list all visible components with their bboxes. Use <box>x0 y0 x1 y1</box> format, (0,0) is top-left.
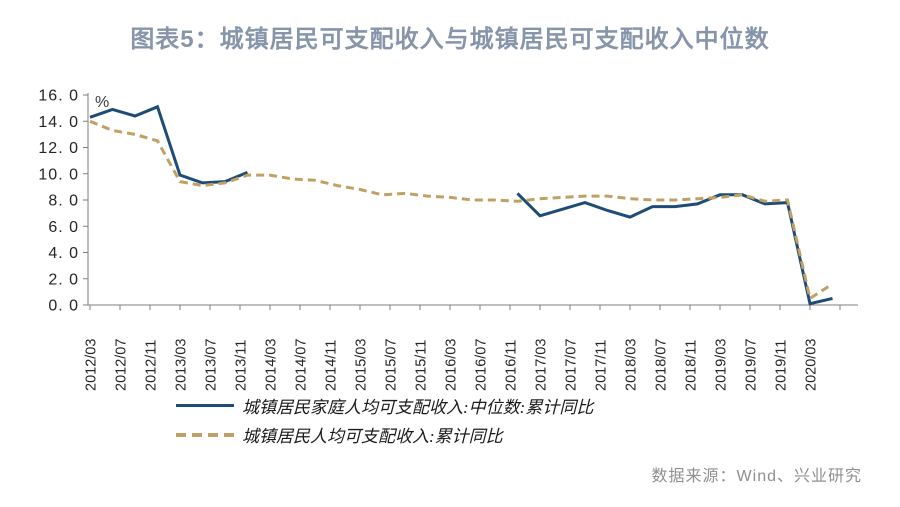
x-tick-label: 2014/07 <box>294 339 310 391</box>
y-tick-label: 10. 0 <box>38 166 79 183</box>
x-tick-label: 2017/11 <box>594 340 610 391</box>
x-tick-label: 2016/11 <box>504 340 520 391</box>
legend-solid-line-swatch <box>176 404 234 407</box>
x-tick-label: 2013/03 <box>174 339 190 391</box>
x-tick-label: 2014/11 <box>324 340 340 391</box>
source-note: 数据来源：Wind、兴业研究 <box>651 468 862 485</box>
legend-item-income: 城镇居民人均可支配收入:累计同比 <box>176 420 593 449</box>
x-tick-label: 2013/11 <box>234 340 250 391</box>
series-line-income <box>89 119 834 301</box>
x-tick-label: 2016/07 <box>474 339 490 391</box>
x-tick-label: 2015/03 <box>354 339 370 391</box>
y-tick-label: 0. 0 <box>48 298 79 315</box>
y-tick-label: 14. 0 <box>38 114 79 131</box>
y-tick-label: 8. 0 <box>48 193 79 210</box>
x-tick-label: 2019/11 <box>774 340 790 391</box>
legend-item-median: 城镇居民家庭人均可支配收入:中位数:累计同比 <box>176 391 593 420</box>
y-tick-label: 6. 0 <box>48 219 79 236</box>
x-tick-label: 2017/07 <box>564 339 580 391</box>
legend-label-median: 城镇居民家庭人均可支配收入:中位数:累计同比 <box>242 398 594 417</box>
y-tick-label: 4. 0 <box>48 245 79 262</box>
legend-dashed-line-swatch <box>176 432 234 437</box>
y-tick-label: 12. 0 <box>38 140 79 157</box>
x-tick-label: 2013/07 <box>204 339 220 391</box>
x-tick-label: 2017/03 <box>534 339 550 391</box>
x-tick-label: 2018/11 <box>684 340 700 391</box>
x-tick-label: 2012/03 <box>84 339 100 391</box>
x-tick-label: 2020/03 <box>804 339 820 391</box>
x-tick-label: 2019/07 <box>744 339 760 391</box>
x-tick-label: 2018/03 <box>624 339 640 391</box>
x-tick-label: 2014/03 <box>264 339 280 391</box>
chart-title: 图表5：城镇居民可支配收入与城镇居民可支配收入中位数 <box>130 26 770 53</box>
series-line-median <box>89 104 833 306</box>
x-tick-label: 2012/11 <box>144 340 160 391</box>
x-tick-label: 2016/03 <box>444 339 460 391</box>
legend: 城镇居民家庭人均可支配收入:中位数:累计同比 城镇居民人均可支配收入:累计同比 <box>176 391 593 449</box>
x-tick-label: 2019/03 <box>714 339 730 391</box>
x-tick-label: 2012/07 <box>114 339 130 391</box>
legend-label-income: 城镇居民人均可支配收入:累计同比 <box>242 427 503 446</box>
y-axis-unit-label: % <box>95 94 109 111</box>
x-tick-label: 2015/07 <box>384 339 400 391</box>
y-tick-label: 2. 0 <box>48 271 79 288</box>
x-tick-label: 2018/07 <box>654 339 670 391</box>
x-tick-label: 2015/11 <box>414 340 430 391</box>
y-tick-label: 16. 0 <box>38 88 79 105</box>
